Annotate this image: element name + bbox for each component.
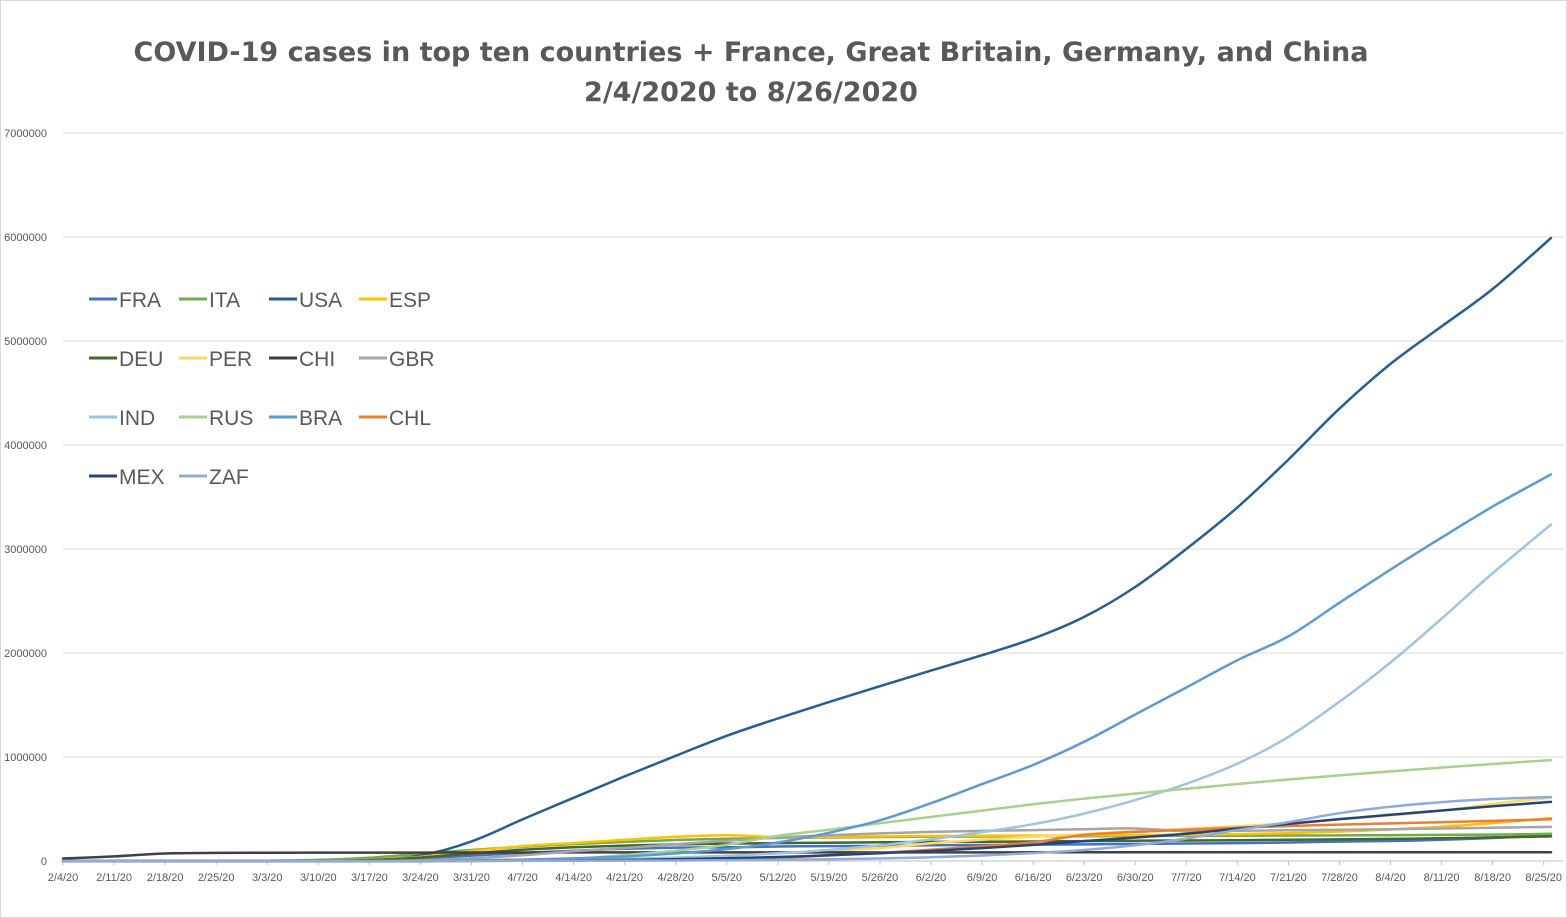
legend-label-bra: BRA [299,407,342,430]
chart-title: COVID-19 cases in top ten countries + Fr… [134,37,1369,68]
series-line-bra [61,473,1553,863]
x-tick-label: 7/21/20 [1270,872,1307,884]
series-lines [61,236,1553,863]
legend-label-usa: USA [299,289,342,312]
x-tick-label: 8/4/20 [1375,872,1406,884]
x-tick-label: 2/11/20 [96,872,132,884]
y-tick-label: 5000000 [4,336,47,348]
x-tick-label: 6/2/20 [916,872,947,884]
x-tick-label: 8/25/20 [1525,872,1562,884]
x-tick-label: 7/28/20 [1321,872,1358,884]
y-tick-label: 1000000 [4,752,47,764]
x-tick-label: 3/24/20 [402,872,439,884]
legend-label-chi: CHI [299,348,335,371]
x-tick-label: 3/10/20 [300,872,337,884]
x-tick-label: 2/18/20 [147,872,184,884]
y-tick-label: 6000000 [4,232,47,244]
gridlines [63,132,1563,862]
y-tick-label: 2000000 [4,648,47,660]
chart-subtitle: 2/4/2020 to 8/26/2020 [584,77,918,108]
x-tick-label: 5/26/20 [862,872,899,884]
x-tick-label: 4/14/20 [555,872,592,884]
legend-label-deu: DEU [119,348,163,371]
x-tick-label: 6/16/20 [1015,872,1052,884]
x-tick-label: 8/11/20 [1424,872,1460,884]
legend-label-zaf: ZAF [209,466,249,489]
x-tick-label: 4/7/20 [507,872,538,884]
legend-label-per: PER [209,348,252,371]
x-tick-label: 7/14/20 [1219,872,1256,884]
legend-label-chl: CHL [389,407,431,430]
legend-label-fra: FRA [119,289,161,312]
x-tick-label: 3/3/20 [252,872,283,884]
x-tick-label: 2/25/20 [198,872,235,884]
x-tick-label: 6/23/20 [1066,872,1103,884]
y-tick-label: 0 [41,856,47,868]
y-tick-label: 4000000 [4,440,47,452]
x-tick-label: 3/17/20 [351,872,388,884]
y-tick-label: 7000000 [4,128,47,140]
legend-label-ind: IND [119,407,155,430]
y-axis-tick-labels: 0 1000000 2000000 3000000 4000000 5000000 6000… [4,128,47,868]
x-tick-label: 5/12/20 [759,872,796,884]
x-tick-label: 7/7/20 [1171,872,1202,884]
series-line-zaf [61,795,1553,863]
x-tick-label: 5/19/20 [811,872,848,884]
legend-label-esp: ESP [389,289,431,312]
x-tick-label: 5/5/20 [711,872,742,884]
x-tick-label: 3/31/20 [453,872,490,884]
x-axis-tick-labels: 2/4/20 2/11/20 2/18/20 2/25/20 3/3/20 3/10/20… [48,861,1562,884]
legend-label-rus: RUS [209,407,253,430]
legend: FRA ITA USA ESP DEU PER CHI GBR IND RUS BRA CHL MEX Z… [89,289,435,489]
x-tick-label: 6/9/20 [967,872,998,884]
y-tick-label: 3000000 [4,544,47,556]
series-line-ind [61,523,1553,863]
x-tick-label: 6/30/20 [1117,872,1154,884]
x-tick-label: 4/28/20 [657,872,694,884]
x-tick-label: 8/18/20 [1474,872,1511,884]
legend-label-gbr: GBR [389,348,435,371]
x-tick-label: 2/4/20 [48,872,79,884]
x-tick-label: 4/21/20 [606,872,643,884]
legend-label-ita: ITA [209,289,240,312]
legend-label-mex: MEX [119,466,165,489]
